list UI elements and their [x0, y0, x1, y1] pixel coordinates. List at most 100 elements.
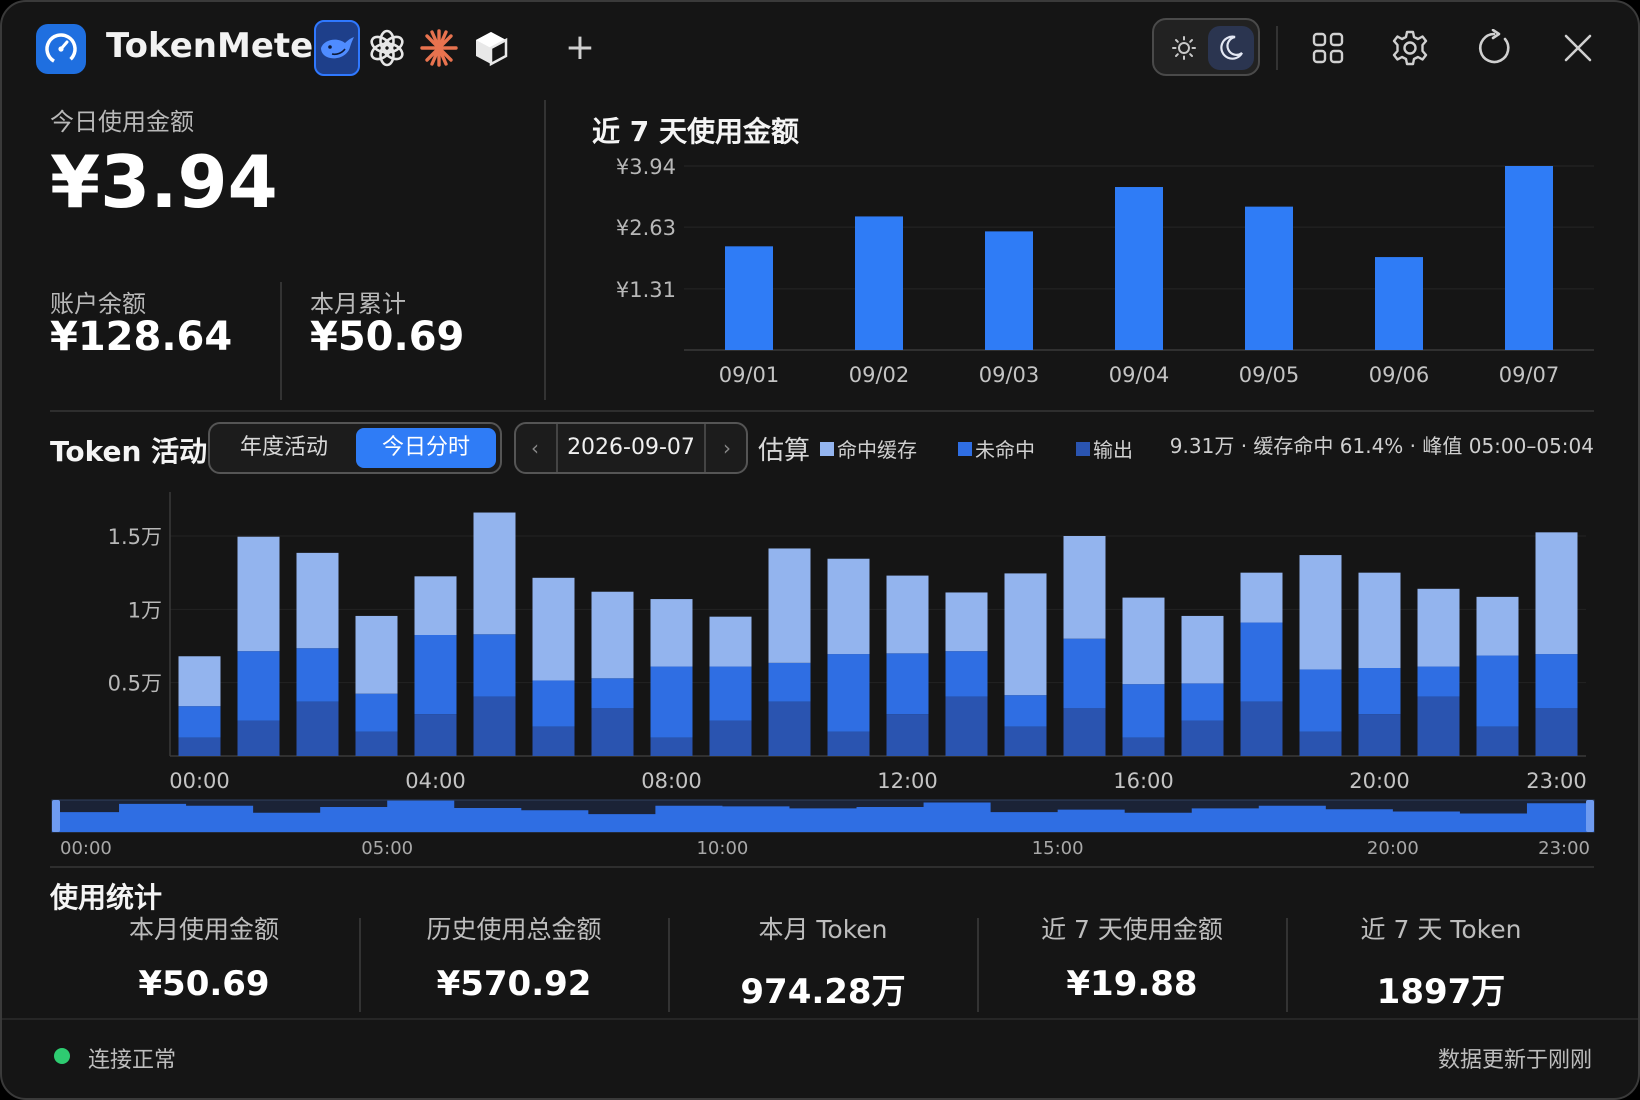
grid-icon[interactable]	[1308, 28, 1348, 68]
bar-segment	[473, 512, 516, 635]
bar-segment	[768, 701, 811, 756]
bar-segment	[1476, 726, 1519, 756]
brush-tick-label: 05:00	[361, 838, 413, 859]
usage-stats-title: 使用统计	[50, 881, 163, 914]
bar-segment	[1535, 708, 1578, 756]
refresh-icon[interactable]	[1474, 28, 1514, 68]
bar-segment	[1535, 654, 1578, 709]
y-tick-label: 1.5万	[108, 525, 162, 549]
x-tick-label: 08:00	[641, 769, 702, 793]
brush-tick-label: 20:00	[1367, 838, 1419, 859]
activity-view-toggle[interactable]: 年度活动 今日分时	[208, 422, 502, 474]
bar-segment	[591, 591, 634, 679]
brush-tick-label: 00:00	[60, 838, 112, 859]
close-icon[interactable]	[1558, 28, 1598, 68]
prev-day-button[interactable]: ‹	[531, 436, 539, 460]
bar-segment	[414, 635, 457, 715]
bar-segment	[1004, 695, 1047, 727]
bar-segment	[1535, 532, 1578, 655]
legend-output[interactable]: 输出	[1076, 434, 1133, 463]
stat-divider	[668, 918, 670, 1012]
bar-segment	[1240, 622, 1283, 702]
bar-segment	[1063, 536, 1106, 639]
stat-total-spend: 历史使用总金额 ¥570.92	[360, 910, 668, 1004]
brush-tick-label: 23:00	[1538, 838, 1590, 859]
sun-icon[interactable]	[1164, 28, 1204, 68]
stat-label: 本月 Token	[758, 915, 888, 944]
bar-segment	[1476, 655, 1519, 727]
stat-divider	[280, 282, 282, 400]
next-day-button[interactable]: ›	[723, 436, 731, 460]
tab-today-hourly[interactable]: 今日分时	[356, 428, 496, 468]
bar	[985, 231, 1033, 350]
bar-segment	[473, 696, 516, 756]
bar-segment	[1358, 668, 1401, 715]
x-tick-label: 20:00	[1349, 769, 1410, 793]
legend-cache-hit[interactable]: 命中缓存	[820, 434, 917, 463]
bar-segment	[1358, 714, 1401, 756]
x-tick-label: 16:00	[1113, 769, 1174, 793]
bar-segment	[945, 651, 988, 697]
x-tick-label: 09/07	[1499, 363, 1560, 387]
bar-segment	[591, 678, 634, 709]
tab-yearly-activity[interactable]: 年度活动	[239, 435, 328, 460]
balance-label: 账户余额	[50, 290, 146, 318]
legend-label: 输出	[1093, 438, 1133, 462]
bar-segment	[1004, 573, 1047, 696]
title-bar: TokenMeter	[2, 2, 1638, 94]
bar-segment	[827, 558, 870, 655]
bar-segment	[414, 714, 457, 756]
y-tick-label: 0.5万	[108, 672, 162, 696]
date-picker[interactable]: ‹ 2026-09-07 ›	[514, 422, 748, 474]
add-provider-button[interactable]: +	[564, 27, 596, 68]
bar-segment	[1417, 588, 1460, 667]
stat-month-tokens: 本月 Token 974.28万	[669, 910, 977, 1013]
provider-tab-cube[interactable]	[468, 20, 514, 76]
bar-segment	[1240, 701, 1283, 756]
bar-segment	[1240, 572, 1283, 623]
x-tick-label: 09/01	[719, 363, 780, 387]
bar-segment	[945, 592, 988, 652]
bar-segment	[355, 693, 398, 732]
legend-cache-miss[interactable]: 未命中	[958, 434, 1035, 463]
bar-segment	[1181, 615, 1224, 684]
token-activity-title: Token 活动	[50, 435, 208, 468]
bar-segment	[1417, 666, 1460, 697]
bar-segment	[709, 720, 752, 756]
bar-segment	[591, 708, 634, 756]
provider-tab-deepseek[interactable]	[314, 20, 360, 76]
bar-segment	[178, 706, 221, 738]
theme-toggle[interactable]	[1152, 18, 1260, 76]
x-tick-label: 00:00	[169, 769, 230, 793]
week-spend-chart: ¥3.94 ¥2.63 ¥1.31 09/01 09/02 09/03 09/04 09/05…	[616, 155, 1594, 387]
bar-segment	[355, 615, 398, 694]
legend-swatch	[958, 441, 972, 456]
bar-segment	[1122, 737, 1165, 756]
bar	[1375, 257, 1423, 350]
time-range-brush[interactable]: 00:00 05:00 10:00 15:00 20:00 23:00	[50, 798, 1596, 860]
bar-segment	[532, 577, 575, 681]
section-divider	[50, 410, 1594, 412]
bar-segment	[237, 651, 280, 721]
stat-value: 974.28万	[740, 972, 906, 1012]
bar	[1245, 206, 1293, 350]
stat-label: 本月使用金额	[128, 915, 279, 944]
bar-segment	[709, 616, 752, 667]
bar-segment	[886, 575, 929, 654]
gear-icon[interactable]	[1390, 28, 1430, 68]
week-chart-title: 近 7 天使用金额	[592, 115, 799, 148]
stat-value: ¥50.69	[138, 964, 270, 1004]
moon-icon[interactable]	[1208, 26, 1254, 70]
provider-tab-claude[interactable]	[416, 20, 462, 76]
bar	[1115, 187, 1163, 350]
stat-label: 近 7 天 Token	[1360, 915, 1522, 944]
provider-tab-openai[interactable]	[364, 20, 410, 76]
stat-value: 1897万	[1376, 972, 1506, 1012]
section-divider	[50, 866, 1594, 868]
bar-segment	[886, 714, 929, 756]
date-field[interactable]: 2026-09-07	[556, 424, 706, 472]
titlebar-divider	[1276, 26, 1278, 70]
stat-divider	[359, 918, 361, 1012]
bar-segment	[237, 536, 280, 652]
legend-swatch	[820, 441, 834, 456]
